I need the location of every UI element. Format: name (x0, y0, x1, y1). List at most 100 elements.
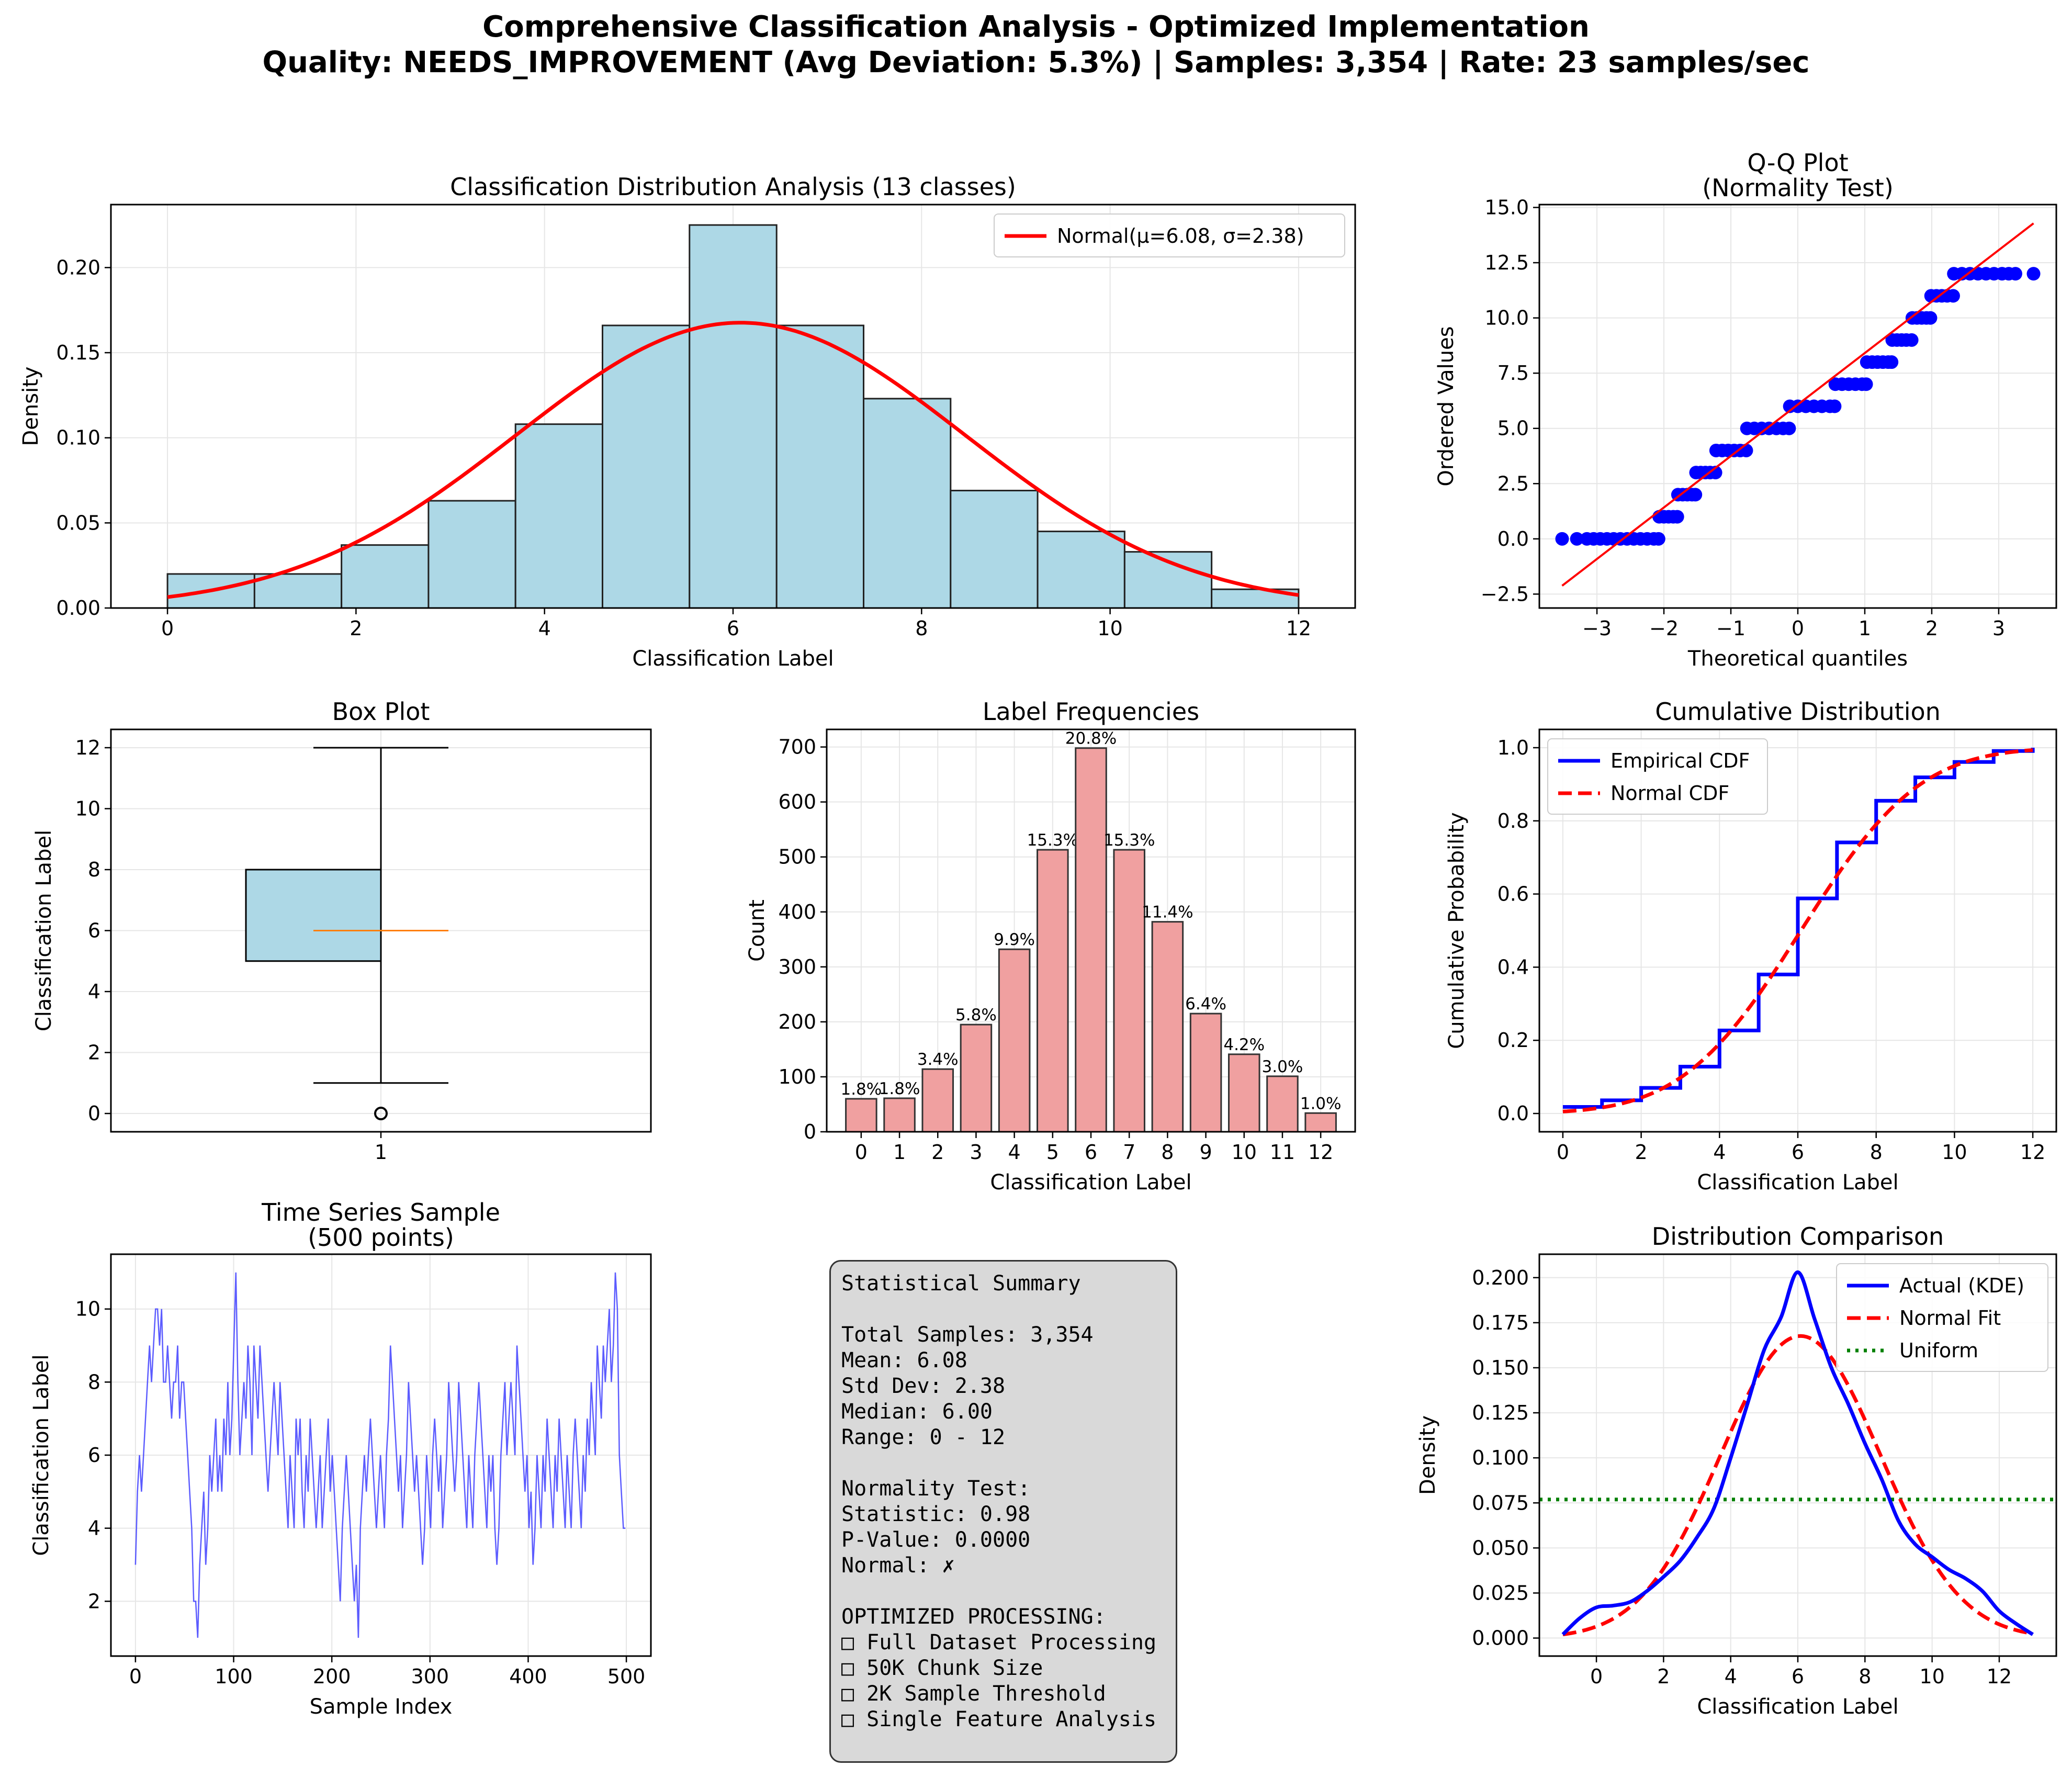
qq-point (1555, 532, 1569, 546)
ts-x-tick-label: 100 (215, 1665, 253, 1688)
cdf-x-tick-label: 10 (1942, 1141, 1967, 1164)
freq-bar-label: 1.0% (1300, 1094, 1342, 1113)
freq-bar (1189, 1012, 1222, 1133)
kde-y-tick-label: 0.125 (1472, 1401, 1529, 1424)
stats-line: P-Value: 0.0000 (841, 1528, 1031, 1552)
freq-x-tick-label: 9 (1199, 1141, 1212, 1164)
ts-x-tick-label: 500 (607, 1665, 646, 1688)
freq-x-tick-label: 7 (1123, 1141, 1135, 1164)
stats-line (841, 1579, 1165, 1604)
qq-y-tick-label: 5.0 (1497, 417, 1529, 440)
qq-x-tick-label: −1 (1716, 617, 1746, 640)
qq-x-tick-label: −2 (1649, 617, 1679, 640)
ts-y-label: Classification Label (29, 1354, 53, 1556)
stats-line: □ 2K Sample Threshold (841, 1682, 1106, 1706)
cdf-x-tick-label: 4 (1713, 1141, 1726, 1164)
ts-subtitle: (500 points) (308, 1223, 454, 1252)
kde-x-tick-label: 2 (1657, 1665, 1670, 1688)
cdf-x-label: Classification Label (1697, 1171, 1898, 1195)
cdf-legend-label: Empirical CDF (1611, 749, 1750, 772)
hist-legend-label: Normal(μ=6.08, σ=2.38) (1057, 224, 1304, 247)
hist-y-tick-label: 0.15 (56, 341, 100, 364)
kde-legend-label: Normal Fit (1899, 1307, 2001, 1330)
qq-x-tick-label: −3 (1582, 617, 1612, 640)
ts-x-tick-label: 400 (509, 1665, 547, 1688)
kde-legend-label: Uniform (1899, 1339, 1978, 1362)
figure-title-line1: Comprehensive Classification Analysis - … (482, 10, 1590, 44)
qq-point (2026, 267, 2041, 281)
kde-y-tick-label: 0.025 (1472, 1581, 1529, 1604)
ts-x-tick-label: 0 (129, 1665, 142, 1688)
qq-y-tick-label: 0.0 (1497, 527, 1529, 550)
freq-bar (1304, 1112, 1337, 1133)
kde-legend-label: Actual (KDE) (1899, 1274, 2024, 1297)
cdf-y-tick-label: 0.4 (1497, 955, 1529, 978)
kde-x-tick-label: 6 (1792, 1665, 1804, 1688)
qq-point (2008, 267, 2022, 281)
qq-y-label: Ordered Values (1434, 326, 1458, 486)
box-y-tick-label: 10 (75, 797, 100, 820)
box-y-tick-label: 0 (88, 1102, 100, 1125)
stats-line: Total Samples: 3,354 (841, 1323, 1094, 1347)
qq-y-tick-label: 15.0 (1484, 196, 1529, 219)
cdf-x-tick-label: 2 (1635, 1141, 1648, 1164)
qq-point (1739, 443, 1753, 457)
stats-line: □ Full Dataset Processing (841, 1630, 1157, 1655)
cdf-legend-label: Normal CDF (1611, 782, 1729, 805)
box-y-tick-label: 8 (88, 858, 100, 881)
freq-bar-label: 4.2% (1223, 1036, 1265, 1054)
hist-x-tick-label: 2 (350, 617, 362, 640)
cdf-y-label: Cumulative Probability (1445, 812, 1469, 1049)
cdf-x-tick-label: 6 (1792, 1141, 1804, 1164)
freq-bar (883, 1097, 916, 1133)
freq-y-tick-label: 700 (778, 736, 816, 759)
qq-fit-line (1561, 222, 2034, 587)
hist-title: Classification Distribution Analysis (13… (450, 173, 1016, 201)
stats-line (841, 1450, 1165, 1476)
qq-title: Q-Q Plot (1747, 149, 1848, 177)
freq-bar (1113, 849, 1145, 1133)
stats-line: Normality Test: (841, 1477, 1031, 1501)
stats-line: □ 50K Chunk Size (841, 1656, 1043, 1680)
freq-y-tick-label: 400 (778, 901, 816, 924)
hist-bar (689, 224, 778, 609)
ts-y-tick-label: 6 (88, 1444, 100, 1467)
box-iqr (245, 869, 382, 962)
hist-bar (863, 398, 952, 609)
box-title: Box Plot (332, 697, 430, 726)
freq-x-tick-label: 8 (1161, 1141, 1174, 1164)
kde-x-tick-label: 0 (1590, 1665, 1603, 1688)
cdf-y-tick-label: 0.0 (1497, 1102, 1529, 1125)
freq-x-tick-label: 12 (1308, 1141, 1333, 1164)
qq-point (1670, 510, 1684, 524)
stats-line: Statistic: 0.98 (841, 1502, 1031, 1526)
qq-y-tick-label: 12.5 (1484, 251, 1529, 274)
stats-line: Mean: 6.08 (841, 1348, 967, 1372)
hist-x-label: Classification Label (632, 647, 834, 671)
kde-y-label: Density (1416, 1415, 1440, 1495)
cdf-y-tick-label: 0.2 (1497, 1029, 1529, 1052)
stats-line: OPTIMIZED PROCESSING: (841, 1605, 1106, 1629)
box-y-tick-label: 12 (75, 736, 100, 759)
hist-x-tick-label: 6 (727, 617, 739, 640)
box-y-tick-label: 4 (88, 980, 100, 1003)
qq-y-tick-label: −2.5 (1481, 582, 1529, 605)
cdf-x-tick-label: 0 (1557, 1141, 1569, 1164)
hist-bar (775, 324, 865, 609)
freq-x-tick-label: 11 (1270, 1141, 1295, 1164)
ts-x-tick-label: 300 (411, 1665, 449, 1688)
stats-line: Range: 0 - 12 (841, 1425, 1006, 1449)
hist-y-tick-label: 0.00 (56, 596, 100, 620)
kde-y-tick-label: 0.050 (1472, 1536, 1529, 1559)
kde-y-tick-label: 0.200 (1472, 1266, 1529, 1289)
hist-y-tick-label: 0.20 (56, 256, 100, 279)
freq-y-label: Count (745, 899, 769, 962)
figure-title: Comprehensive Classification Analysis - … (0, 9, 2072, 81)
hist-x-tick-label: 12 (1286, 617, 1311, 640)
qq-x-tick-label: 1 (1859, 617, 1871, 640)
stats-line: Median: 6.00 (841, 1400, 993, 1424)
stats-line: Statistical Summary (841, 1271, 1081, 1296)
kde-y-tick-label: 0.000 (1472, 1627, 1529, 1650)
kde-x-tick-label: 4 (1725, 1665, 1737, 1688)
freq-bar-label: 3.4% (917, 1050, 959, 1069)
